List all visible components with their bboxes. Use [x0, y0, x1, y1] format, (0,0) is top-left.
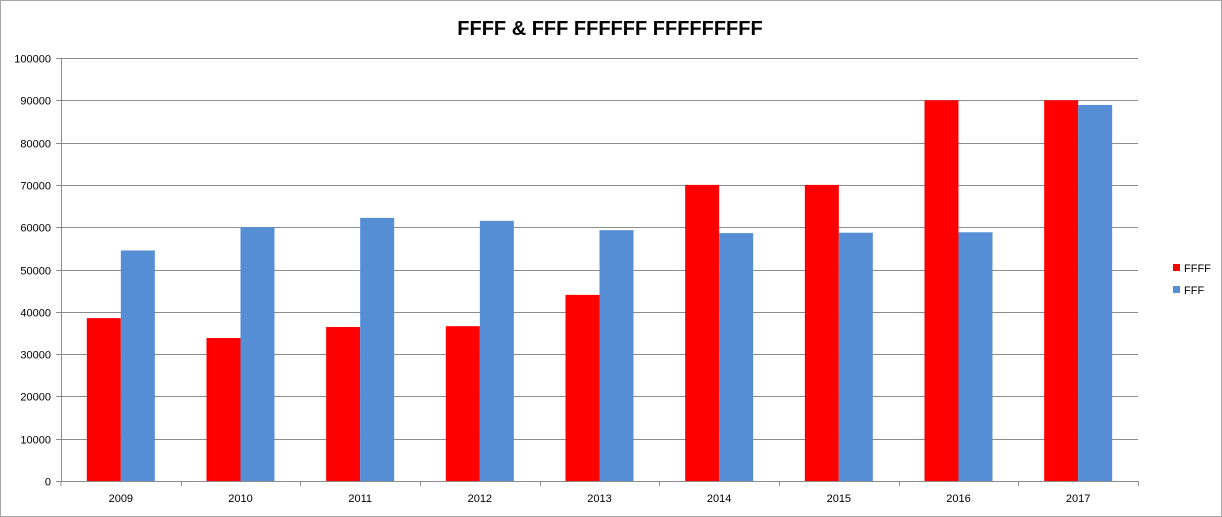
bar-ffff-2010 [206, 338, 241, 481]
chart-title: FFFF & FFF FFFFFF FFFFFFFFF [457, 18, 762, 40]
y-tick-label: 0 [45, 477, 51, 489]
x-tick-label: 2011 [348, 493, 372, 505]
bar-fff-2016 [958, 232, 993, 481]
y-tick-label: 90000 [20, 96, 51, 108]
bar-fff-2010 [240, 227, 275, 481]
x-tick-label: 2017 [1066, 493, 1090, 505]
bar-ffff-2012 [445, 326, 480, 481]
bar-ffff-2016 [924, 100, 959, 482]
bar-ffff-2009 [86, 318, 121, 481]
y-tick-label: 100000 [14, 54, 51, 66]
x-tick-label: 2010 [228, 493, 252, 505]
bar-fff-2017 [1078, 104, 1113, 481]
x-tick-label: 2009 [109, 493, 133, 505]
bar-fff-2014 [719, 233, 754, 481]
bar-ffff-2013 [565, 294, 600, 481]
x-tick-label: 2015 [827, 493, 851, 505]
bar-ffff-2014 [685, 184, 720, 481]
bar-ffff-2017 [1044, 100, 1079, 482]
x-tick-label: 2016 [946, 493, 970, 505]
x-tick-label: 2014 [707, 493, 731, 505]
y-axis-ticks: 0 10000 20000 30000 40000 50000 60000 70000 8000… [14, 54, 61, 489]
x-tick-label: 2012 [468, 493, 492, 505]
y-tick-label: 60000 [20, 223, 51, 235]
legend: FFFFFFF [1173, 263, 1211, 297]
legend-swatch-fff [1173, 286, 1180, 293]
legend-label-ffff: FFFF [1184, 263, 1211, 275]
x-tick-label: 2013 [587, 493, 611, 505]
legend-swatch-ffff [1173, 264, 1180, 271]
y-tick-label: 80000 [20, 139, 51, 151]
y-tick-label: 10000 [20, 435, 51, 447]
y-tick-label: 20000 [20, 392, 51, 404]
y-tick-label: 70000 [20, 181, 51, 193]
bar-fff-2015 [838, 232, 873, 481]
bar-ffff-2011 [326, 327, 361, 481]
bar-ffff-2015 [804, 184, 839, 481]
x-axis-ticks: 2009 2010 2011 2012 2013 2014 2015 2016 2017 [109, 481, 1139, 505]
bars [86, 100, 1113, 482]
bar-fff-2012 [479, 220, 514, 482]
bar-fff-2013 [599, 230, 634, 481]
y-tick-label: 30000 [20, 350, 51, 362]
y-tick-label: 40000 [20, 308, 51, 320]
axes [60, 58, 1138, 486]
bar-fff-2009 [120, 250, 155, 481]
y-tick-label: 50000 [20, 266, 51, 278]
bar-fff-2011 [360, 217, 395, 482]
legend-label-fff: FFF [1184, 285, 1204, 297]
